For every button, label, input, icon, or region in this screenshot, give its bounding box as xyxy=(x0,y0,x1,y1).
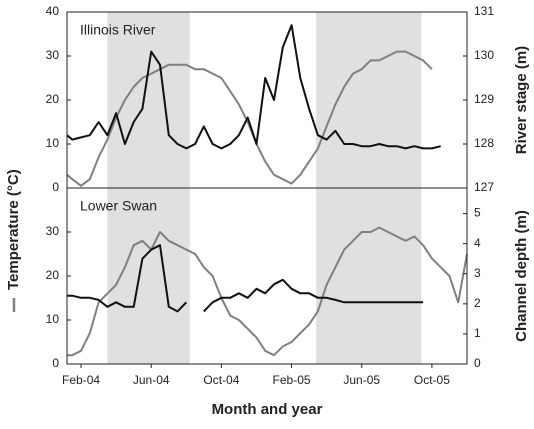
shaded-period xyxy=(107,12,190,188)
data-line xyxy=(203,278,424,313)
y-tick-label: 30 xyxy=(46,224,60,238)
panel-label: Illinois River xyxy=(80,22,156,38)
x-axis-title: Month and year xyxy=(212,401,323,418)
x-tick-label: Oct-04 xyxy=(203,373,239,387)
data-line xyxy=(67,244,188,313)
x-tick-label: Jun-04 xyxy=(133,373,170,387)
x-tick-label: Feb-05 xyxy=(273,373,311,387)
y2-tick-label: 0 xyxy=(474,356,481,370)
y-tick-label: 0 xyxy=(52,180,59,194)
y-tick-label: 30 xyxy=(46,48,60,62)
y-tick-label: 10 xyxy=(46,136,60,150)
data-line xyxy=(66,24,441,150)
y2-tick-label: 1 xyxy=(474,326,481,340)
y2-tick-label: 4 xyxy=(474,236,481,250)
y-tick-label: 40 xyxy=(46,4,60,18)
panel-label: Lower Swan xyxy=(80,198,157,214)
y2-tick-label: 131 xyxy=(474,4,494,18)
y2-tick-label: 3 xyxy=(474,266,481,280)
shaded-period xyxy=(316,12,422,188)
shaded-period xyxy=(316,188,422,364)
y-tick-label: 20 xyxy=(46,92,60,106)
x-tick-label: Feb-04 xyxy=(62,373,100,387)
y2-tick-label: 2 xyxy=(474,296,481,310)
y2-axis-title: Channel depth (m) xyxy=(513,210,530,342)
x-tick-label: Jun-05 xyxy=(343,373,380,387)
x-tick-label: Oct-05 xyxy=(414,373,450,387)
y2-axis-title: River stage (m) xyxy=(513,46,530,154)
y-tick-label: 10 xyxy=(46,312,60,326)
y2-tick-label: 130 xyxy=(474,48,494,62)
y-tick-label: 0 xyxy=(52,356,59,370)
data-line xyxy=(66,50,433,187)
y2-tick-label: 127 xyxy=(474,180,494,194)
y2-tick-label: 128 xyxy=(474,136,494,150)
y-axis-title: Temperature (°C) xyxy=(5,169,22,290)
y-tick-label: 20 xyxy=(46,268,60,282)
y2-tick-label: 5 xyxy=(474,206,481,220)
y2-tick-label: 129 xyxy=(474,92,494,106)
data-line xyxy=(67,226,468,357)
